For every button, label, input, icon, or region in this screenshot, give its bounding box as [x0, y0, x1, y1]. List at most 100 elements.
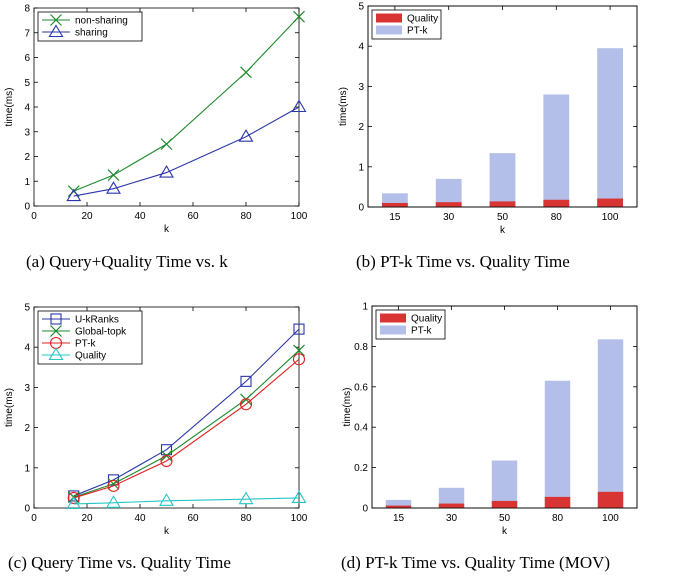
y-tick-label: 0.8 [354, 342, 368, 353]
y-tick-label: 0 [24, 504, 30, 515]
series-sharing [66, 99, 307, 202]
data-point [107, 474, 120, 486]
series-line [73, 328, 300, 497]
data-point [238, 491, 254, 505]
plot-frame-top [367, 5, 638, 208]
x-tick-label: 80 [551, 212, 563, 223]
data-point [160, 444, 173, 456]
series-PT-k [67, 353, 306, 504]
data-point [106, 181, 121, 194]
chart-panel-d: 0 0.2 0.4 0.6 0.8 1 15 30 50 80 100 k time(ms) Qualit… [337, 300, 674, 540]
data-point [240, 66, 252, 79]
legend-marker [50, 313, 62, 325]
bar-PT-k [597, 339, 624, 508]
data-point [293, 10, 305, 23]
y-tick-label: 1 [24, 177, 30, 188]
x-tick-label: 80 [552, 513, 564, 524]
caption-d: (d) PT-k Time vs. Quality Time (MOV) [341, 553, 611, 572]
x-tick-label: 100 [291, 513, 308, 524]
y-tick-label: 6 [24, 53, 30, 64]
chart-panel-b: 0 1 2 3 4 5 15 30 50 80 100 k time(ms) Quality PT-k [337, 0, 674, 240]
x-axis-label: k [164, 526, 170, 537]
bar-PT-k [543, 94, 570, 207]
y-tick-label: 5 [24, 303, 30, 314]
x-tick-label: 100 [602, 212, 619, 223]
y-tick-label: 1 [24, 463, 30, 474]
data-point [293, 344, 305, 357]
data-point [107, 479, 120, 492]
y-axis-label: time(ms) [4, 88, 15, 127]
legend-marker [48, 24, 64, 38]
plot-c: 0 1 2 3 4 5 0 20 40 60 80 100 k time(ms) U-kRanksGloba… [4, 303, 308, 538]
y-tick-label: 3 [24, 127, 30, 138]
caption-a: (a) Query+Quality Time vs. k [26, 252, 228, 271]
x-tick-label: 80 [240, 513, 252, 524]
y-tick-label: 0 [24, 202, 30, 213]
data-point [292, 353, 306, 366]
bar-Quality [597, 198, 624, 207]
caption-b: (b) PT-k Time vs. Quality Time [356, 252, 570, 271]
legend-swatch [376, 13, 402, 23]
data-point [239, 398, 253, 411]
legend-swatch [376, 25, 402, 35]
legend-label: PT-k [411, 326, 433, 337]
legend-label: PT-k [407, 26, 429, 37]
legend-marker [50, 325, 62, 337]
legend-label: non-sharing [75, 16, 128, 27]
data-point [160, 454, 173, 468]
series-line [73, 497, 300, 505]
y-axis-label: time(ms) [342, 388, 353, 427]
series-line [73, 16, 300, 192]
bar-PT-k [489, 153, 516, 207]
data-point [159, 493, 174, 506]
x-tick-label: 40 [134, 513, 146, 524]
bar-PT-k [438, 487, 465, 508]
y-tick-label: 2 [24, 423, 30, 434]
chart-panel-a: 0 1 2 3 4 5 6 7 8 0 20 40 60 80 100 k time(ms) non-sharin… [0, 0, 337, 240]
data-point [291, 490, 307, 503]
y-tick-label: 1 [362, 302, 368, 313]
y-tick-label: 4 [358, 42, 364, 53]
x-tick-label: 20 [81, 513, 93, 524]
x-axis-label: k [500, 225, 506, 236]
legend-label: Quality [407, 14, 438, 25]
legend-marker [50, 14, 62, 26]
x-tick-label: 15 [389, 212, 401, 223]
x-tick-label: 100 [291, 211, 308, 222]
y-tick-label: 3 [24, 383, 30, 394]
bar-PT-k [385, 499, 412, 508]
bar-Quality [489, 201, 516, 207]
y-tick-label: 5 [24, 78, 30, 89]
series-line [73, 350, 300, 498]
bar-Quality [543, 199, 570, 207]
x-tick-label: 60 [187, 513, 199, 524]
bar-Quality [381, 202, 408, 207]
legend-swatch [380, 313, 406, 323]
x-tick-label: 15 [393, 513, 405, 524]
bar-Quality [597, 491, 624, 508]
x-tick-label: 0 [31, 211, 37, 222]
bar-Quality [544, 496, 571, 508]
series-Global-topk [67, 344, 305, 504]
bar-Quality [385, 505, 412, 508]
y-tick-label: 5 [358, 2, 364, 13]
x-tick-label: 30 [443, 212, 455, 223]
data-point [293, 323, 305, 335]
legend-label: Quality [411, 314, 442, 325]
plot-frame-top [371, 305, 638, 509]
data-point [240, 375, 252, 387]
x-tick-label: 20 [81, 211, 93, 222]
plot-frame [33, 306, 300, 509]
x-tick-label: 50 [497, 212, 509, 223]
y-tick-label: 2 [358, 122, 364, 133]
y-axis-label: time(ms) [338, 87, 349, 126]
data-point [238, 129, 254, 142]
x-tick-label: 50 [499, 513, 511, 524]
legend-label: Quality [75, 351, 106, 362]
legend-label: PT-k [75, 339, 97, 350]
